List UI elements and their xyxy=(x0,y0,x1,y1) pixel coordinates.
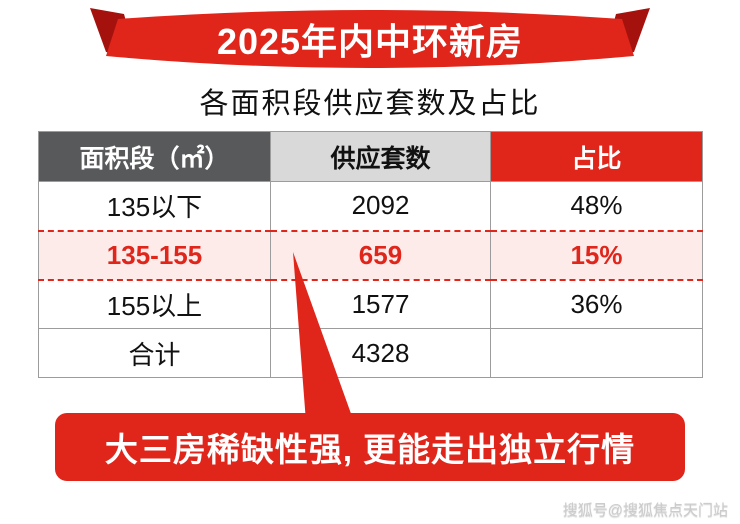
callout-arrow xyxy=(293,252,354,422)
table-cell-area: 合计 xyxy=(38,328,271,378)
table-cell-area: 135以下 xyxy=(38,181,271,231)
table-cell-share: 48% xyxy=(490,181,703,231)
subtitle: 各面积段供应套数及占比 xyxy=(199,88,541,120)
table-cell-area: 135-155 xyxy=(38,229,271,281)
table-header-row: 面积段（㎡） 供应套数 占比 xyxy=(38,131,703,182)
table-row: 155以上 1577 36% xyxy=(38,279,703,329)
table-cell-area: 155以上 xyxy=(38,279,271,329)
title-ribbon: 2025年内中环新房 xyxy=(88,6,652,72)
table-cell-share: 15% xyxy=(490,229,703,281)
table-cell-share xyxy=(490,328,703,378)
supply-table: 面积段（㎡） 供应套数 占比 135以下 2092 48% 135-155 65… xyxy=(38,131,703,378)
table-cell-supply: 659 xyxy=(270,229,491,281)
column-header-share: 占比 xyxy=(490,131,703,182)
table-cell-supply: 2092 xyxy=(270,181,491,231)
column-header-area: 面积段（㎡） xyxy=(38,131,271,182)
ribbon-shape xyxy=(90,8,650,68)
callout-banner: 大三房稀缺性强, 更能走出独立行情 xyxy=(55,413,685,481)
table-cell-share: 36% xyxy=(490,279,703,329)
table-row-total: 合计 4328 xyxy=(38,328,703,378)
callout-text: 大三房稀缺性强, 更能走出独立行情 xyxy=(104,431,636,468)
table-row: 135以下 2092 48% xyxy=(38,181,703,231)
column-header-supply: 供应套数 xyxy=(270,131,491,182)
watermark: 搜狐号@搜狐焦点天门站 xyxy=(562,502,728,519)
table-row-highlighted: 135-155 659 15% xyxy=(38,229,703,281)
main-title: 2025年内中环新房 xyxy=(216,21,524,62)
